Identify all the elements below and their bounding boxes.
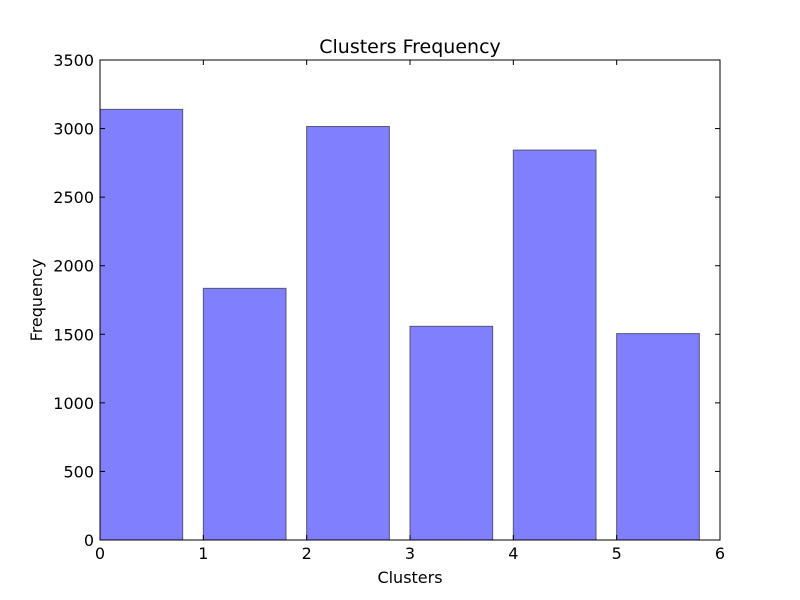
y-ticks: 0 500 1000 1500 2000 2500 3000 3500 [53,51,720,550]
bars-layer [99,108,700,541]
bar-cluster-2 [306,126,390,541]
x-tick-label: 4 [508,544,518,563]
bar-cluster-3 [409,325,494,541]
x-ticks: 0 1 2 3 4 5 6 [95,60,725,563]
y-tick-label: 1000 [53,394,94,413]
x-tick-label: 2 [302,544,312,563]
bar-cluster-0 [99,108,184,541]
y-tick-label: 3000 [53,120,94,139]
y-tick-label: 500 [63,462,94,481]
x-tick-label: 5 [612,544,622,563]
x-axis-label: Clusters [377,568,442,587]
bar-cluster-1 [202,287,287,541]
bar-cluster-5 [616,333,700,541]
x-tick-label: 0 [95,544,105,563]
y-tick-label: 1500 [53,325,94,344]
x-tick-label: 1 [198,544,208,563]
y-tick-label: 2000 [53,257,94,276]
x-tick-label: 3 [405,544,415,563]
x-tick-label: 6 [715,544,725,563]
y-tick-label: 2500 [53,188,94,207]
chart-title: Clusters Frequency [319,36,501,58]
bar-cluster-4 [512,149,597,541]
y-tick-label: 3500 [53,51,94,70]
y-axis-label: Frequency [27,259,46,342]
y-tick-label: 0 [84,531,94,550]
